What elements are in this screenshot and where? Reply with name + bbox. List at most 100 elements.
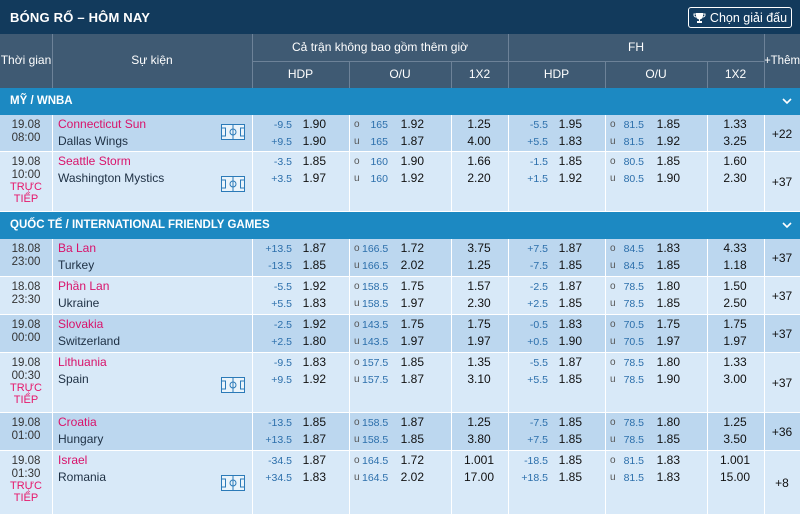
odds-value[interactable]: 1.85	[558, 453, 582, 467]
odds-1x2[interactable]: 17.00	[463, 470, 495, 484]
odds-value[interactable]: 1.80	[302, 334, 326, 348]
odds-1x2[interactable]: 1.75	[467, 317, 491, 331]
odds-value[interactable]: 1.90	[302, 134, 326, 148]
odds-value[interactable]: 1.85	[302, 415, 326, 429]
home-team[interactable]: Connecticut Sun	[58, 117, 147, 131]
fh-odds-1x2[interactable]: 1.25	[723, 415, 747, 429]
fh-odds-1x2[interactable]: 2.50	[723, 296, 747, 310]
home-team[interactable]: Slovakia	[58, 317, 104, 331]
odds-value[interactable]: 1.85	[302, 154, 326, 168]
odds-value[interactable]: 1.83	[656, 453, 680, 467]
odds-value[interactable]: 1.87	[302, 241, 326, 255]
odds-value[interactable]: 1.90	[400, 154, 424, 168]
odds-value[interactable]: 1.87	[558, 241, 582, 255]
odds-1x2[interactable]: 1.57	[467, 279, 491, 293]
odds-value[interactable]: 1.75	[400, 317, 424, 331]
odds-value[interactable]: 1.85	[656, 296, 680, 310]
court-icon[interactable]	[221, 176, 245, 192]
fh-odds-1x2[interactable]: 15.00	[719, 470, 751, 484]
odds-1x2[interactable]: 3.75	[467, 241, 491, 255]
odds-value[interactable]: 1.80	[656, 355, 680, 369]
odds-value[interactable]: 1.97	[302, 171, 326, 185]
fh-odds-1x2[interactable]: 3.50	[723, 432, 747, 446]
odds-value[interactable]: 1.90	[558, 334, 582, 348]
chevron-down-icon[interactable]	[782, 222, 792, 229]
odds-value[interactable]: 1.83	[656, 470, 680, 484]
odds-value[interactable]: 1.83	[302, 470, 326, 484]
odds-1x2[interactable]: 3.80	[467, 432, 491, 446]
odds-value[interactable]: 1.85	[302, 258, 326, 272]
odds-1x2[interactable]: 2.30	[467, 296, 491, 310]
fh-odds-1x2[interactable]: 1.33	[723, 117, 747, 131]
fh-odds-1x2[interactable]: 4.33	[723, 241, 747, 255]
odds-value[interactable]: 1.85	[656, 258, 680, 272]
odds-1x2[interactable]: 1.25	[467, 117, 491, 131]
odds-value[interactable]: 1.85	[656, 154, 680, 168]
odds-value[interactable]: 1.85	[558, 296, 582, 310]
odds-1x2[interactable]: 4.00	[467, 134, 491, 148]
odds-1x2[interactable]: 1.001	[463, 453, 495, 467]
odds-value[interactable]: 1.72	[400, 453, 424, 467]
home-team[interactable]: Israel	[58, 453, 88, 467]
odds-value[interactable]: 1.92	[656, 134, 680, 148]
odds-value[interactable]: 1.83	[558, 317, 582, 331]
odds-1x2[interactable]: 1.25	[467, 415, 491, 429]
odds-1x2[interactable]: 3.10	[467, 372, 491, 386]
away-team[interactable]: Turkey	[58, 258, 95, 272]
odds-value[interactable]: 1.92	[302, 317, 326, 331]
league-header[interactable]: MỸ / WNBA	[0, 88, 800, 115]
league-header[interactable]: QUỐC TẾ / INTERNATIONAL FRIENDLY GAMES	[0, 212, 800, 239]
more-markets-link[interactable]: +8	[775, 476, 789, 490]
court-icon[interactable]	[221, 377, 245, 393]
fh-odds-1x2[interactable]: 1.75	[723, 317, 747, 331]
odds-value[interactable]: 1.75	[400, 279, 424, 293]
odds-value[interactable]: 1.85	[558, 154, 582, 168]
fh-odds-1x2[interactable]: 1.97	[723, 334, 747, 348]
odds-value[interactable]: 1.85	[558, 415, 582, 429]
fh-odds-1x2[interactable]: 1.001	[719, 453, 751, 467]
fh-odds-1x2[interactable]: 1.18	[723, 258, 747, 272]
home-team[interactable]: Lithuania	[58, 355, 107, 369]
court-icon[interactable]	[221, 475, 245, 491]
home-team[interactable]: Seattle Storm	[58, 154, 131, 168]
odds-value[interactable]: 1.85	[558, 470, 582, 484]
odds-value[interactable]: 1.92	[400, 117, 424, 131]
fh-odds-1x2[interactable]: 1.33	[723, 355, 747, 369]
odds-value[interactable]: 1.87	[558, 355, 582, 369]
fh-odds-1x2[interactable]: 1.60	[723, 154, 747, 168]
fh-odds-1x2[interactable]: 3.25	[723, 134, 747, 148]
odds-value[interactable]: 1.87	[400, 134, 424, 148]
odds-1x2[interactable]: 1.25	[467, 258, 491, 272]
odds-value[interactable]: 1.87	[302, 453, 326, 467]
odds-value[interactable]: 1.80	[656, 279, 680, 293]
chevron-down-icon[interactable]	[782, 98, 792, 105]
odds-1x2[interactable]: 2.20	[467, 171, 491, 185]
odds-value[interactable]: 1.87	[400, 372, 424, 386]
odds-value[interactable]: 1.83	[302, 355, 326, 369]
odds-value[interactable]: 1.92	[302, 279, 326, 293]
odds-value[interactable]: 1.80	[656, 415, 680, 429]
odds-value[interactable]: 1.83	[302, 296, 326, 310]
odds-value[interactable]: 1.87	[400, 415, 424, 429]
odds-value[interactable]: 2.02	[400, 470, 424, 484]
odds-value[interactable]: 1.97	[400, 334, 424, 348]
away-team[interactable]: Hungary	[58, 432, 104, 446]
away-team[interactable]: Washington Mystics	[58, 171, 165, 185]
more-markets-link[interactable]: +37	[771, 327, 793, 341]
odds-value[interactable]: 1.87	[558, 279, 582, 293]
odds-value[interactable]: 1.95	[558, 117, 582, 131]
away-team[interactable]: Spain	[58, 372, 89, 386]
more-markets-link[interactable]: +22	[771, 126, 793, 141]
odds-1x2[interactable]: 1.66	[467, 154, 491, 168]
odds-value[interactable]: 2.02	[400, 258, 424, 272]
odds-value[interactable]: 1.75	[656, 317, 680, 331]
odds-value[interactable]: 1.92	[302, 372, 326, 386]
fh-odds-1x2[interactable]: 2.30	[723, 171, 747, 185]
away-team[interactable]: Ukraine	[58, 296, 100, 310]
fh-odds-1x2[interactable]: 1.50	[723, 279, 747, 293]
odds-value[interactable]: 1.85	[656, 432, 680, 446]
more-markets-link[interactable]: +36	[771, 425, 793, 439]
odds-value[interactable]: 1.97	[656, 334, 680, 348]
odds-value[interactable]: 1.85	[558, 258, 582, 272]
odds-value[interactable]: 1.85	[400, 355, 424, 369]
